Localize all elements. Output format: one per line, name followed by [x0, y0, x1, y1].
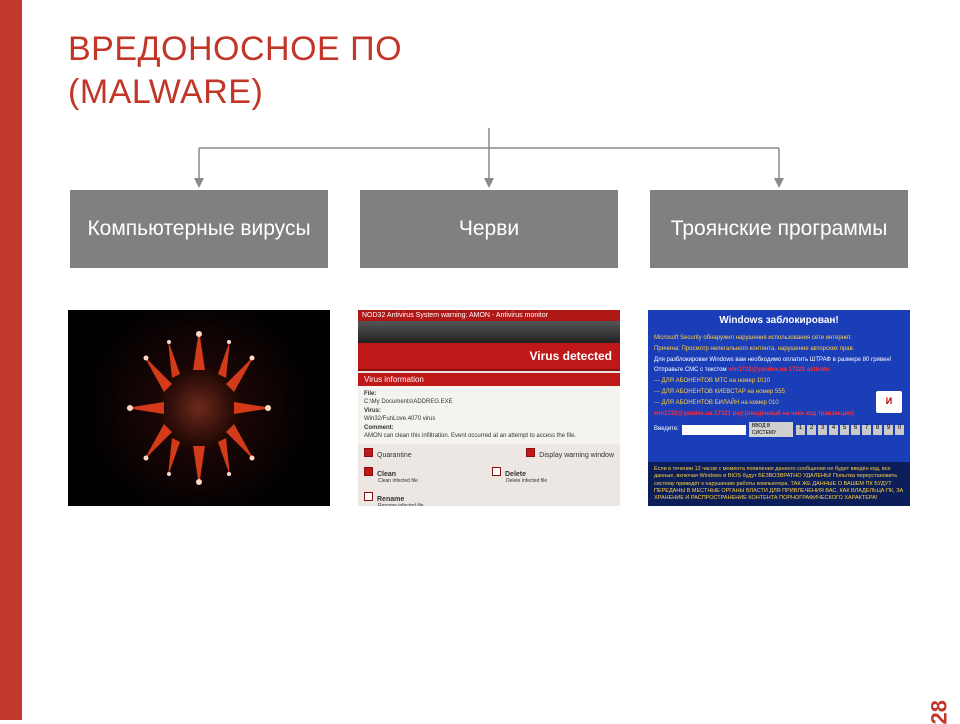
- av-delete: Delete: [505, 471, 526, 478]
- slide-title: ВРЕДОНОСНОЕ ПО (MALWARE): [68, 28, 402, 113]
- av-comment-label: Comment:: [364, 425, 394, 431]
- av-clean: Clean: [377, 471, 396, 478]
- av-virus-value: Win32/FunLove.4070 virus: [364, 415, 614, 423]
- trojan-line1: Microsoft Security обнаружил нарушения и…: [654, 335, 904, 343]
- trojan-line4-pre: Отправьте СМС с текстом: [654, 367, 728, 373]
- trojan-code-field[interactable]: [682, 425, 746, 435]
- av-file-label: File:: [364, 391, 376, 397]
- illustration-trojan-locker: Windows заблокирован! И Microsoft Securi…: [648, 310, 910, 506]
- category-boxes: Компьютерные вирусы Черви Троянские прог…: [68, 188, 910, 270]
- av-section-header: Virus information: [358, 373, 620, 386]
- title-line-1: ВРЕДОНОСНОЕ ПО: [68, 28, 402, 71]
- av-window-title: NOD32 Antivirus System warning: AMON - A…: [358, 310, 620, 321]
- category-box-trojans: Троянские программы: [648, 188, 910, 270]
- trojan-code-label: Введите:: [654, 426, 679, 434]
- av-rename: Rename: [377, 496, 404, 503]
- hierarchy-connector: [68, 128, 910, 188]
- trojan-abon-bl: --- ДЛЯ АБОНЕНТОВ БИЛАЙН на номер 010: [654, 400, 904, 408]
- av-options-row-3: RenameRename infected file: [358, 488, 620, 506]
- category-box-viruses: Компьютерные вирусы: [68, 188, 330, 270]
- illustration-virus: [68, 310, 330, 506]
- illustration-antivirus-window: NOD32 Antivirus System warning: AMON - A…: [358, 310, 620, 506]
- av-info-body: File: C:\My Documents\ADDREG.EXE Virus: …: [358, 386, 620, 444]
- category-box-worms: Черви: [358, 188, 620, 270]
- trojan-line2: Причина: Просмотр нелегального контента,…: [654, 346, 904, 354]
- av-options-row-1: Quarantine Display warning window: [358, 444, 620, 463]
- title-line-2: (MALWARE): [68, 71, 402, 114]
- av-virus-detected-banner: Virus detected: [358, 343, 620, 371]
- av-clean-sub: Clean infected file: [378, 478, 486, 484]
- av-comment-value: AMON can clean this infiltration. Event …: [364, 432, 614, 440]
- trojan-title: Windows заблокирован!: [648, 310, 910, 331]
- accent-left-bar: [0, 0, 22, 720]
- trojan-abon-ks: --- ДЛЯ АБОНЕНТОВ КИЕВСТАР на номер 555: [654, 389, 904, 397]
- trojan-abon-mts: --- ДЛЯ АБОНЕНТОВ МТС на номер 1010: [654, 378, 904, 386]
- av-header-graphic: [358, 321, 620, 343]
- av-delete-sub: Delete infected file: [506, 478, 614, 484]
- trojan-pay-line: win1732@yandex.ua 17321 pay:[введённый н…: [654, 411, 904, 419]
- av-options-row-2: CleanClean infected file DeleteDelete in…: [358, 463, 620, 488]
- trojan-line4-code: win1732@yandex.ua 17321 activate: [728, 367, 829, 373]
- av-rename-sub: Rename infected file: [378, 503, 424, 506]
- av-file-value: C:\My Documents\ADDREG.EXE: [364, 398, 614, 406]
- page-number: 28: [926, 700, 952, 724]
- illustration-row: NOD32 Antivirus System warning: AMON - A…: [68, 310, 910, 506]
- trojan-line3: Для разблокировки Windows вам необходимо…: [654, 357, 904, 365]
- av-display-warning: Display warning window: [539, 452, 614, 459]
- trojan-keypad[interactable]: 1234567890: [796, 425, 904, 435]
- av-quarantine: Quarantine: [377, 452, 412, 459]
- trojan-submit-button[interactable]: ВВОД В СИСТЕМУ: [749, 422, 793, 437]
- trojan-logo: И: [876, 391, 902, 413]
- trojan-footer: Если в течении 12 часов с момента появле…: [648, 462, 910, 506]
- trojan-body: И Microsoft Security обнаружил нарушения…: [648, 331, 910, 462]
- trojan-input-row: Введите: ВВОД В СИСТЕМУ 1234567890: [654, 422, 904, 437]
- av-virus-label: Virus:: [364, 408, 381, 414]
